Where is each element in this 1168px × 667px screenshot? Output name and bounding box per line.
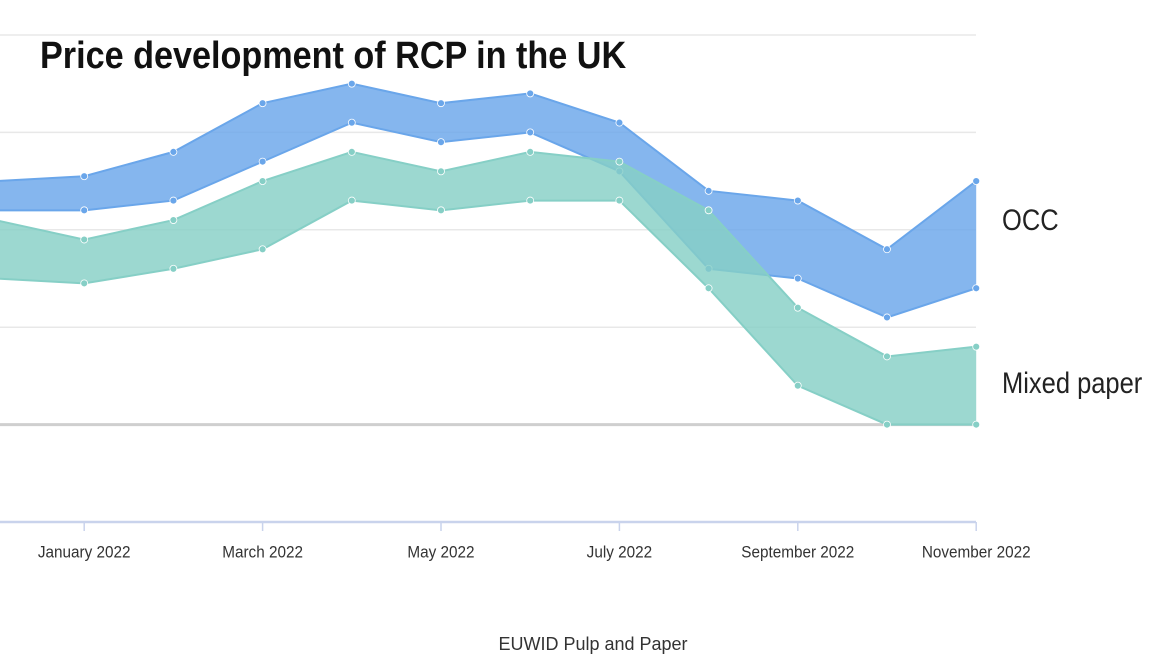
data-point — [883, 420, 891, 429]
data-point — [258, 245, 267, 254]
data-point — [258, 157, 267, 166]
data-point — [526, 147, 535, 156]
data-point — [347, 147, 356, 156]
data-point — [704, 186, 713, 195]
range-high-line — [0, 150, 977, 358]
data-point — [169, 264, 178, 273]
source-caption: EUWID Pulp and Paper — [498, 634, 687, 654]
labels: January 2022 March 2022 May 2022 July 2022 S… — [38, 203, 1142, 562]
data-point — [347, 79, 356, 88]
data-point — [704, 206, 713, 215]
legend-label: OCC — [1002, 203, 1059, 236]
data-point — [972, 342, 980, 351]
data-point — [972, 420, 980, 429]
data-point — [80, 279, 89, 288]
data-point — [526, 196, 535, 205]
range-band — [0, 151, 977, 425]
data-point — [437, 99, 445, 108]
data-point — [972, 284, 980, 293]
data-point — [169, 216, 178, 224]
x-tick-label: March 2022 — [222, 543, 303, 562]
data-point — [258, 99, 267, 108]
legend-label: Mixed paper — [1002, 366, 1142, 399]
data-point — [883, 245, 891, 254]
x-tick-label: January 2022 — [38, 543, 131, 562]
x-tick-label: July 2022 — [587, 543, 652, 562]
data-point — [347, 196, 356, 205]
data-point — [972, 177, 980, 185]
x-tick-label: May 2022 — [407, 543, 474, 562]
data-point — [793, 381, 802, 390]
data-point — [793, 303, 802, 312]
data-point — [258, 177, 267, 186]
data-point — [615, 118, 624, 127]
data-point — [80, 172, 89, 181]
data-point — [169, 147, 178, 156]
data-point — [347, 118, 356, 127]
data-point — [704, 284, 713, 293]
data-point — [80, 235, 89, 244]
chart-title: Price development of RCP in the UK — [40, 33, 626, 76]
data-point — [883, 313, 891, 322]
range-high-line — [0, 82, 977, 251]
data-point — [437, 206, 445, 215]
data-point — [526, 89, 535, 98]
x-tick-label: November 2022 — [922, 543, 1031, 562]
range-low-line — [0, 199, 977, 426]
data-point — [80, 206, 89, 215]
data-point — [793, 274, 802, 283]
data-point — [615, 196, 624, 205]
data-point — [883, 352, 891, 361]
data-point — [169, 196, 178, 205]
x-tick-label: September 2022 — [741, 543, 854, 562]
data-point — [615, 157, 624, 166]
data-point — [526, 128, 535, 137]
data-point — [437, 138, 445, 147]
plot-area — [0, 79, 980, 429]
range-low-line — [0, 121, 977, 319]
data-point — [793, 196, 802, 205]
data-point — [437, 167, 445, 176]
